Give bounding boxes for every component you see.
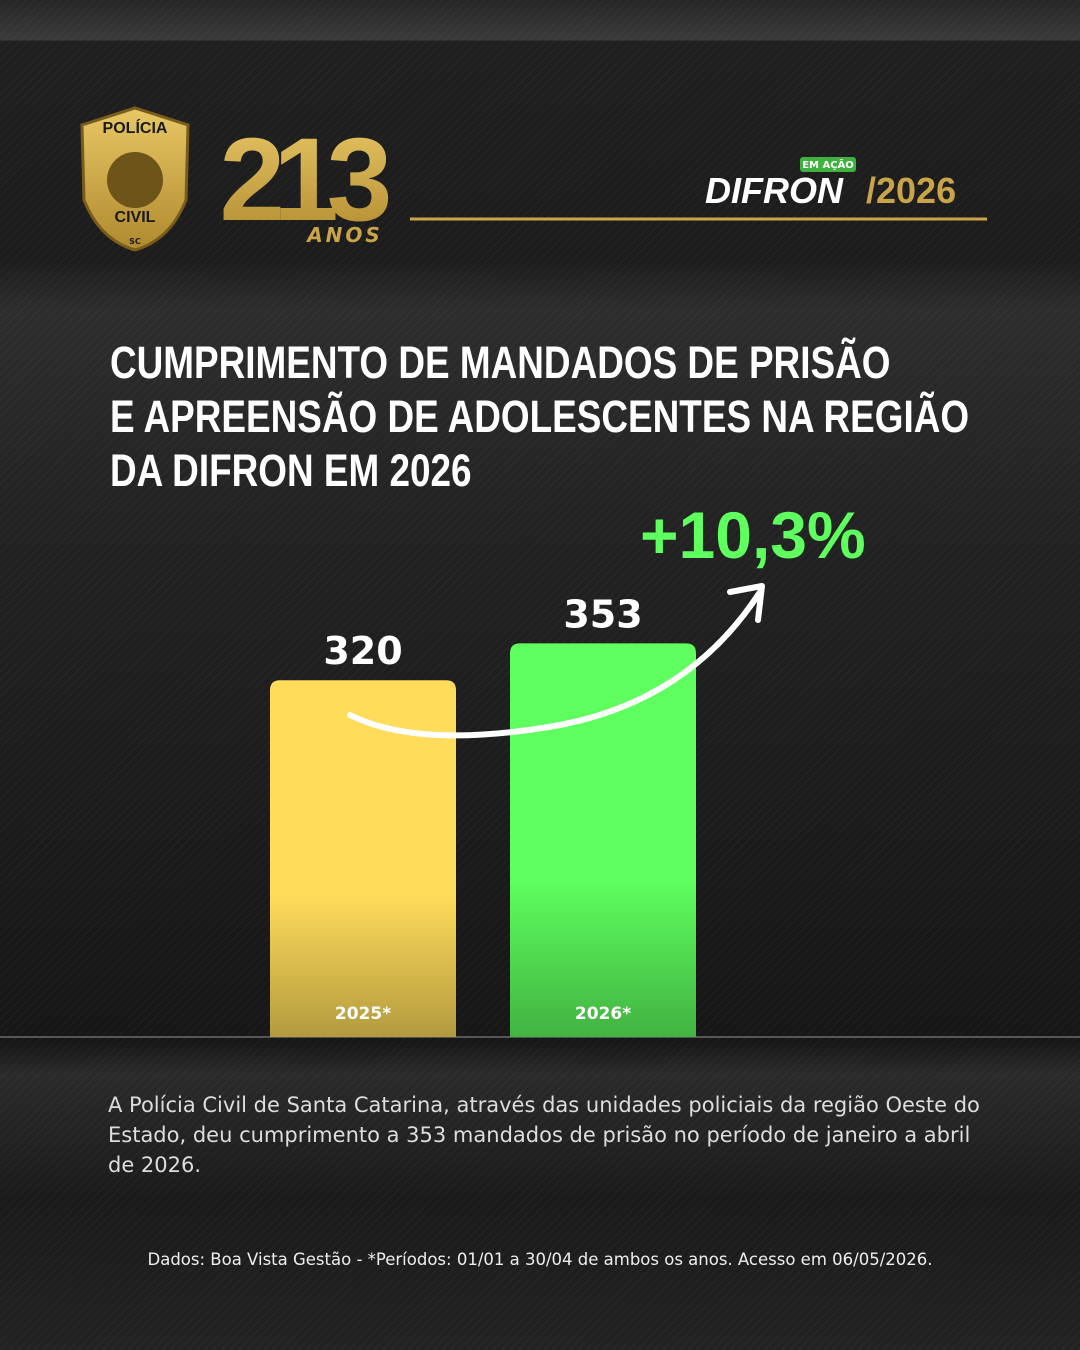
badge-state: SC xyxy=(129,237,141,246)
title-line: CUMPRIMENTO DE MANDADOS DE PRISÃO xyxy=(110,337,891,388)
footnote: Dados: Boa Vista Gestão - *Períodos: 01/… xyxy=(147,1250,933,1269)
value-label: 353 xyxy=(563,592,642,636)
brand-year: /2026 xyxy=(866,170,956,211)
trend-arrowhead xyxy=(727,583,765,623)
tag-box xyxy=(800,157,856,172)
title-line: DA DIFRON EM 2026 xyxy=(110,445,472,496)
bar-shade xyxy=(510,643,696,1037)
description: A Polícia Civil de Santa Catarina, atrav… xyxy=(108,1093,980,1177)
badge-top: POLÍCIA xyxy=(103,118,168,137)
badge-emblem xyxy=(107,152,163,208)
value-label: 320 xyxy=(323,629,402,673)
trend-arrow xyxy=(347,589,763,739)
title-line: E APREENSÃO DE ADOLESCENTES NA REGIÃO xyxy=(110,391,970,442)
brand: DIFRON xyxy=(705,170,844,211)
anniversary: 213 xyxy=(220,114,389,246)
change-annotation: +10,3% xyxy=(640,498,866,572)
anniversary-unit: ANOS xyxy=(305,223,383,247)
chart-title: CUMPRIMENTO DE MANDADOS DE PRISÃO E APRE… xyxy=(110,336,969,498)
tag: EM AÇÃO xyxy=(802,158,854,171)
x-tick-label: 2025* xyxy=(335,1004,391,1024)
bar-shade xyxy=(270,680,456,1037)
x-tick-label: 2026* xyxy=(575,1004,631,1024)
badge-bottom: CIVIL xyxy=(115,209,156,226)
